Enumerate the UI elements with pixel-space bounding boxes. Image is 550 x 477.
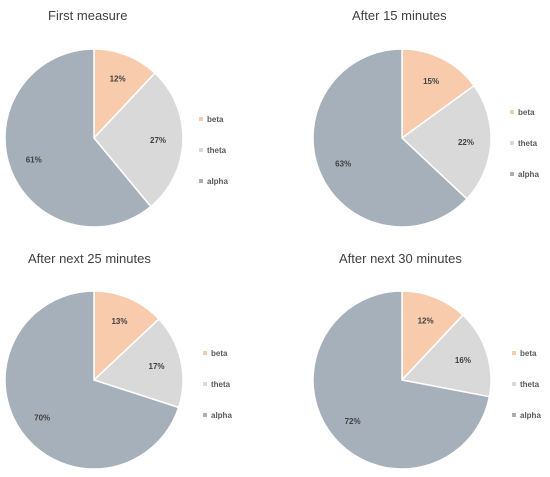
chart-title: After next 25 minutes — [28, 251, 151, 266]
data-label-alpha: 63% — [335, 159, 351, 168]
legend: beta theta alpha — [510, 105, 539, 198]
chart-title: After 15 minutes — [352, 8, 447, 23]
data-label-beta: 12% — [110, 74, 126, 83]
legend: beta theta alpha — [512, 346, 541, 439]
legend-label: alpha — [207, 176, 228, 186]
legend: beta theta alpha — [203, 346, 232, 439]
legend-item-alpha: alpha — [203, 408, 232, 422]
swatch-beta — [510, 110, 514, 114]
data-label-beta: 13% — [111, 317, 127, 326]
pie-slice-beta — [93, 290, 160, 382]
swatch-theta — [203, 382, 207, 386]
data-label-theta: 27% — [150, 136, 166, 145]
data-label-theta: 17% — [149, 362, 165, 371]
data-label-alpha: 72% — [345, 417, 361, 426]
pie-slice-beta — [401, 290, 464, 382]
legend-label: beta — [518, 107, 535, 117]
legend-item-beta: beta — [203, 346, 232, 360]
data-label-theta: 22% — [458, 138, 474, 147]
data-label-alpha: 70% — [34, 414, 50, 423]
pie-chart-1: 12% 27% 61% — [4, 48, 184, 228]
chart-title: After next 30 minutes — [339, 251, 462, 266]
pie-slice-alpha — [312, 48, 468, 228]
swatch-alpha — [510, 172, 514, 176]
legend-item-beta: beta — [199, 112, 228, 126]
legend-item-beta: beta — [510, 105, 539, 119]
data-label-alpha: 61% — [26, 156, 42, 165]
legend-item-theta: theta — [199, 143, 228, 157]
swatch-theta — [510, 141, 514, 145]
legend-item-alpha: alpha — [512, 408, 541, 422]
legend-item-alpha: alpha — [510, 167, 539, 181]
legend-label: alpha — [520, 410, 541, 420]
legend-item-alpha: alpha — [199, 174, 228, 188]
legend-item-beta: beta — [512, 346, 541, 360]
legend-label: theta — [211, 379, 231, 389]
pie-slice-alpha — [4, 48, 152, 228]
data-label-beta: 15% — [423, 77, 439, 86]
legend-item-theta: theta — [512, 377, 541, 391]
legend-label: alpha — [518, 169, 539, 179]
swatch-beta — [203, 351, 207, 355]
pie-chart-2: 15% 22% 63% — [312, 48, 492, 228]
pie-chart-3: 13% 17% 70% — [4, 290, 184, 470]
pie-slice-beta — [401, 48, 476, 140]
swatch-beta — [199, 117, 203, 121]
pie-slice-alpha — [4, 290, 180, 470]
swatch-beta — [512, 351, 516, 355]
legend-label: alpha — [211, 410, 232, 420]
data-label-theta: 16% — [455, 356, 471, 365]
pie-slice-theta — [400, 314, 492, 398]
chart-title: First measure — [48, 8, 128, 23]
pie-slice-beta — [93, 48, 156, 140]
data-label-beta: 12% — [418, 316, 434, 325]
legend-label: beta — [207, 114, 224, 124]
legend-label: beta — [211, 348, 228, 358]
legend-item-theta: theta — [203, 377, 232, 391]
legend: beta theta alpha — [199, 112, 228, 205]
legend-label: beta — [520, 348, 537, 358]
legend-item-theta: theta — [510, 136, 539, 150]
pie-slice-theta — [400, 84, 492, 200]
pie-slice-alpha — [312, 290, 491, 470]
swatch-theta — [199, 148, 203, 152]
swatch-alpha — [512, 413, 516, 417]
swatch-alpha — [203, 413, 207, 417]
pie-slice-theta — [93, 72, 184, 208]
swatch-alpha — [199, 179, 203, 183]
legend-label: theta — [518, 138, 538, 148]
legend-label: theta — [207, 145, 227, 155]
swatch-theta — [512, 382, 516, 386]
legend-label: theta — [520, 379, 540, 389]
pie-slice-theta — [92, 318, 184, 409]
